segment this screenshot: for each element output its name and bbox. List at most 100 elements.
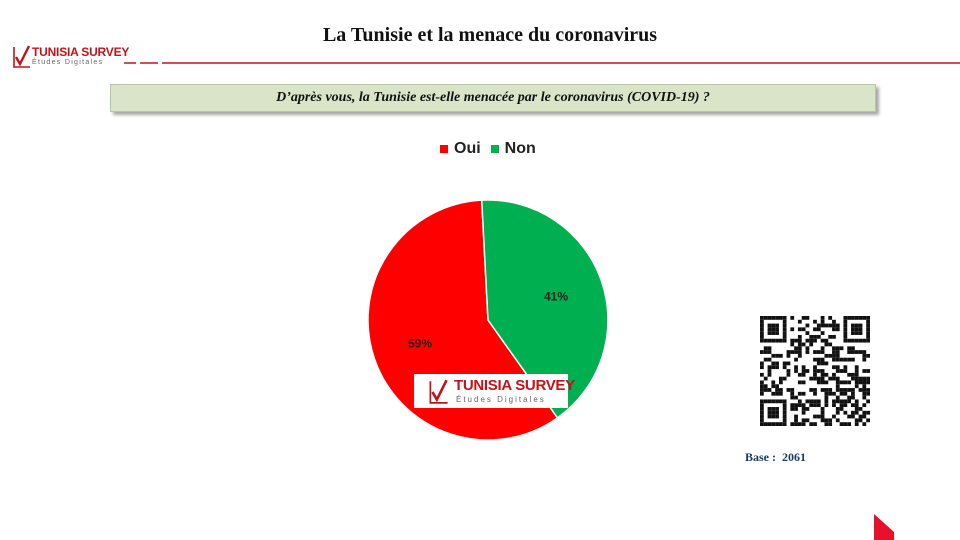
qr-module xyxy=(760,384,764,389)
qr-module xyxy=(835,365,840,370)
qr-module xyxy=(828,422,833,426)
qr-module xyxy=(862,422,867,426)
qr-module xyxy=(816,357,821,362)
qr-module xyxy=(786,369,791,373)
qr-module xyxy=(782,418,787,423)
qr-module xyxy=(851,316,855,320)
qr-module xyxy=(832,350,836,354)
qr-module xyxy=(820,376,825,381)
qr-module xyxy=(820,407,825,411)
qr-module xyxy=(767,369,772,373)
qr-module xyxy=(763,316,768,320)
qr-module xyxy=(778,380,783,385)
qr-module xyxy=(847,350,852,354)
qr-module xyxy=(782,365,787,370)
qr-module xyxy=(767,399,772,404)
qr-module xyxy=(790,342,795,347)
qr-module xyxy=(797,319,802,324)
qr-module xyxy=(839,346,844,351)
question-box: D’après vous, la Tunisie est-elle menacé… xyxy=(110,84,876,112)
qr-module xyxy=(854,380,859,385)
qr-module xyxy=(778,422,783,426)
qr-module xyxy=(771,410,776,415)
qr-module xyxy=(782,319,787,324)
qr-module xyxy=(828,334,833,339)
qr-code-icon xyxy=(760,316,870,426)
qr-module xyxy=(797,342,802,347)
qr-module xyxy=(820,372,825,377)
qr-module xyxy=(760,380,764,385)
qr-module xyxy=(858,376,863,381)
qr-module xyxy=(854,365,859,370)
qr-module xyxy=(760,350,764,354)
qr-module xyxy=(760,388,764,392)
qr-module xyxy=(843,357,848,362)
qr-module xyxy=(858,331,863,335)
qr-module xyxy=(797,350,802,354)
data-label-non: 41% xyxy=(544,289,568,303)
qr-module xyxy=(771,331,776,335)
qr-module xyxy=(824,391,829,396)
qr-module xyxy=(847,316,852,320)
qr-module xyxy=(854,316,859,320)
qr-module xyxy=(866,353,870,358)
qr-module xyxy=(820,380,825,385)
qr-module xyxy=(782,331,787,335)
qr-module xyxy=(824,372,829,377)
qr-module xyxy=(797,338,802,343)
qr-module xyxy=(847,399,852,404)
qr-module xyxy=(790,403,795,408)
qr-module xyxy=(824,418,829,423)
qr-module xyxy=(775,391,779,396)
qr-module xyxy=(854,369,859,373)
qr-module xyxy=(797,327,802,332)
qr-module xyxy=(805,346,810,351)
slide-title: La Tunisie et la menace du coronavirus xyxy=(322,24,658,46)
qr-module xyxy=(809,422,814,426)
watermark-tagline: Études Digitales xyxy=(456,395,546,404)
qr-module xyxy=(801,410,806,415)
qr-module xyxy=(847,422,852,426)
qr-module xyxy=(760,418,764,423)
qr-module xyxy=(771,391,776,396)
qr-module xyxy=(763,384,768,389)
qr-module xyxy=(866,418,870,423)
qr-module xyxy=(824,395,829,400)
qr-module xyxy=(858,388,863,392)
qr-module xyxy=(866,327,870,332)
qr-module xyxy=(790,338,795,343)
qr-module xyxy=(820,319,825,324)
qr-module xyxy=(854,323,859,328)
qr-module xyxy=(763,388,768,392)
qr-module xyxy=(858,418,863,423)
qr-module xyxy=(835,357,840,362)
qr-module xyxy=(851,346,855,351)
qr-module xyxy=(866,316,870,320)
qr-module xyxy=(843,319,848,324)
qr-module xyxy=(782,323,787,328)
qr-module xyxy=(854,410,859,415)
qr-module xyxy=(813,369,817,373)
qr-module xyxy=(790,407,795,411)
qr-module xyxy=(832,365,836,370)
qr-module xyxy=(866,323,870,328)
qr-module xyxy=(763,422,768,426)
qr-module xyxy=(851,350,855,354)
qr-module xyxy=(794,365,798,370)
qr-module xyxy=(767,331,772,335)
qr-module xyxy=(767,350,772,354)
qr-module xyxy=(816,399,821,404)
qr-module xyxy=(771,353,776,358)
legend-label-oui: Oui xyxy=(454,140,481,157)
qr-module xyxy=(813,372,817,377)
qr-module xyxy=(797,399,802,404)
qr-module xyxy=(847,395,852,400)
qr-module xyxy=(809,403,814,408)
qr-module xyxy=(866,380,870,385)
qr-module xyxy=(760,403,764,408)
qr-module xyxy=(866,376,870,381)
qr-module xyxy=(847,414,852,419)
qr-module xyxy=(763,376,768,381)
qr-module xyxy=(839,391,844,396)
qr-module xyxy=(862,403,867,408)
